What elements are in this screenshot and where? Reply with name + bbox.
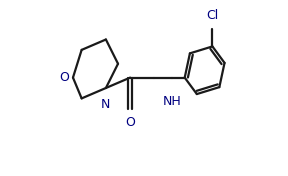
Text: O: O: [60, 71, 69, 84]
Text: Cl: Cl: [206, 9, 219, 22]
Text: NH: NH: [162, 95, 181, 108]
Text: O: O: [125, 116, 135, 129]
Text: N: N: [101, 98, 111, 111]
